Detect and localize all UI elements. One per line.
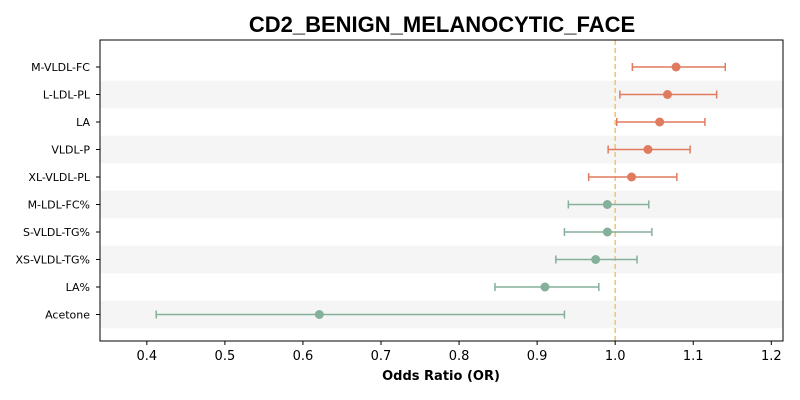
x-tick-label: 1.0 [605, 349, 626, 364]
x-tick-label: 0.4 [136, 349, 157, 364]
y-tick-label: LA% [66, 281, 90, 294]
x-axis-label: Odds Ratio (OR) [382, 369, 500, 384]
y-tick-label: S-VLDL-TG% [23, 226, 90, 239]
y-tick-labels: M-VLDL-FC L-LDL-PL LA VLDL-P XL-VLDL-PL M-LDL… [15, 61, 100, 322]
y-tick-label: Acetone [45, 309, 90, 322]
row-band [100, 245, 783, 274]
or-point [655, 117, 665, 127]
x-ticks: 0.4 0.5 0.6 0.7 0.8 0.9 1.0 1.1 1.2 [136, 341, 782, 364]
or-point [540, 282, 550, 292]
x-tick-label: 1.1 [683, 349, 704, 364]
y-tick-label: XS-VLDL-TG% [15, 254, 90, 267]
y-tick-label: VLDL-P [51, 144, 90, 157]
x-tick-label: 0.5 [215, 349, 236, 364]
or-point [643, 145, 653, 154]
y-tick-label: M-LDL-FC% [28, 199, 90, 212]
y-tick-label: LA [76, 116, 90, 129]
x-tick-label: 0.6 [293, 349, 314, 364]
x-tick-label: 1.2 [761, 349, 782, 364]
or-point [602, 227, 612, 237]
x-tick-label: 0.8 [449, 349, 470, 364]
y-tick-label: XL-VLDL-PL [28, 171, 90, 184]
x-tick-label: 0.9 [527, 349, 548, 364]
point-estimates [314, 62, 681, 319]
row-band [100, 190, 783, 219]
chart-title: CD2_BENIGN_MELANOCYTIC_FACE [249, 12, 635, 37]
or-point [662, 90, 672, 99]
or-point [671, 62, 681, 72]
axes [99, 39, 784, 342]
plot-frame [99, 39, 784, 342]
or-point [314, 310, 324, 319]
or-point [627, 172, 637, 182]
y-tick-label: L-LDL-PL [43, 89, 91, 102]
x-tick-label: 0.7 [371, 349, 392, 364]
or-point [602, 200, 612, 209]
row-bands [100, 80, 783, 329]
y-tick-label: M-VLDL-FC [31, 61, 90, 74]
or-point [591, 255, 601, 264]
